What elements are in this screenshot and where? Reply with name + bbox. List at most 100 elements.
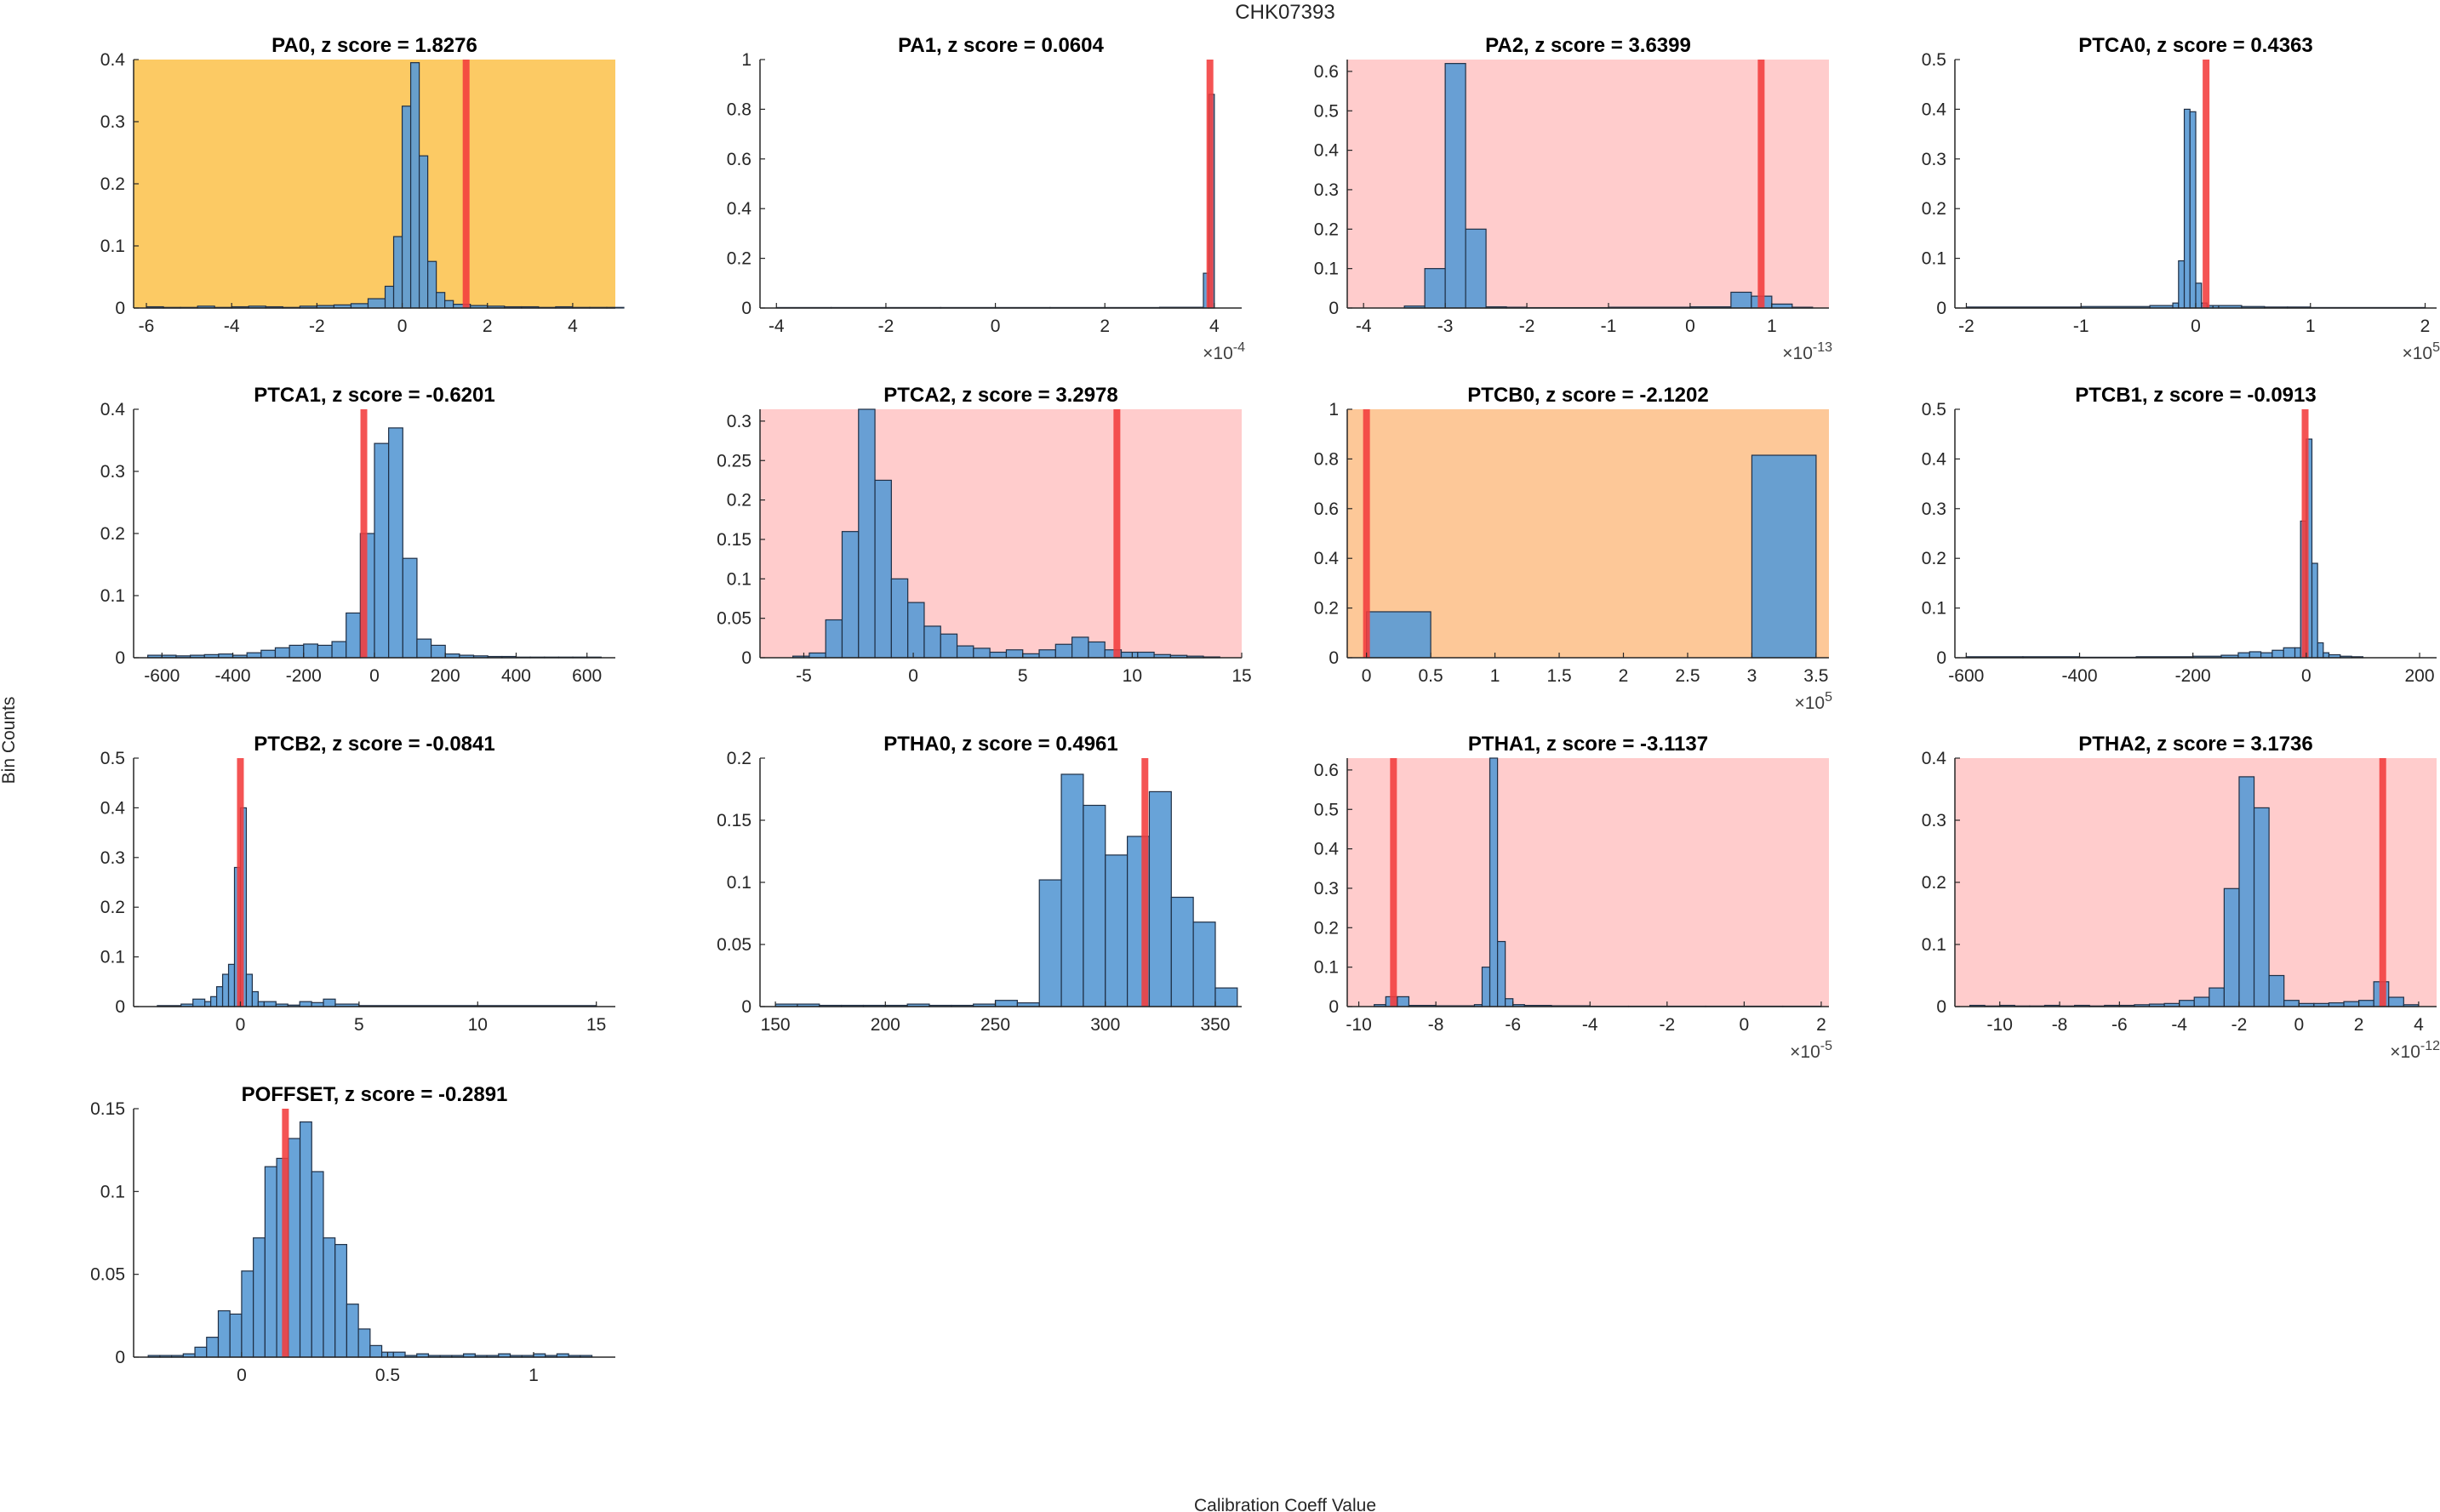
- x-tick-label: 0: [2191, 317, 2201, 336]
- histogram-bar: [206, 1337, 220, 1358]
- x-tick-label: 2: [483, 317, 493, 336]
- y-tick-label: 1: [741, 50, 751, 70]
- y-tick-label: 0.4: [1314, 549, 1340, 568]
- x-tick-label: -2: [1519, 317, 1535, 336]
- histogram-bar: [890, 578, 909, 659]
- histogram-bar: [1088, 641, 1106, 659]
- histogram-bar: [1397, 996, 1410, 1007]
- y-tick-label: 0.15: [90, 1099, 125, 1119]
- x-tick-label: 2: [2354, 1015, 2364, 1035]
- histogram-bar: [416, 638, 432, 659]
- y-tick-label: 0.6: [1314, 62, 1339, 82]
- x-tick-label: 10: [1123, 666, 1142, 686]
- y-tick-label: 0.6: [727, 150, 751, 169]
- axes-background: [134, 60, 615, 308]
- histogram-bar: [367, 298, 386, 309]
- x-tick-label: 0.5: [1419, 666, 1443, 686]
- x-tick-label: -600: [144, 666, 180, 686]
- histogram-bar: [311, 1171, 324, 1358]
- value-marker-line: [282, 1109, 289, 1357]
- histogram-bar: [2317, 642, 2324, 659]
- y-tick-label: 0.1: [1922, 935, 1946, 955]
- histogram-bar: [418, 155, 429, 309]
- histogram-bar: [263, 1001, 277, 1007]
- histogram-bar: [2179, 1000, 2195, 1007]
- histogram-bar: [2249, 651, 2262, 659]
- subplot-ptcb1: -600 -400 -200 0 200 0 0.1 0.2 0.3 0.4 0.5 PTCB1, z…: [1922, 384, 2437, 686]
- histogram-bar: [317, 644, 333, 659]
- value-marker-line: [1363, 409, 1370, 658]
- x-tick-label: 250: [980, 1015, 1010, 1035]
- histogram-bar: [388, 427, 403, 659]
- y-tick-label: 0: [1936, 997, 1946, 1017]
- histogram-bar: [1505, 998, 1514, 1007]
- histogram-bar: [2283, 1000, 2300, 1007]
- histogram-bar: [1214, 987, 1238, 1007]
- histogram-bar: [374, 442, 390, 659]
- histogram-bar: [1366, 611, 1431, 659]
- x-tick-label: 0: [1685, 317, 1695, 336]
- y-tick-label: 0.1: [1922, 249, 1946, 269]
- histogram-bar: [245, 973, 254, 1007]
- histogram-bar: [841, 531, 860, 659]
- y-tick-label: 0: [115, 299, 125, 318]
- histogram-bar: [241, 1270, 254, 1358]
- x-tick-label: -2: [1958, 317, 1974, 336]
- y-tick-label: 0.2: [727, 249, 751, 269]
- x-tick-label: -4: [1582, 1015, 1598, 1035]
- y-tick-label: 0.05: [717, 935, 751, 955]
- histogram-bar: [1481, 967, 1491, 1007]
- x-tick-label: 0: [236, 1015, 246, 1035]
- y-tick-label: 0: [741, 648, 751, 668]
- x-tick-label: -6: [1505, 1015, 1521, 1035]
- x-tick-label: -400: [2061, 666, 2097, 686]
- x-tick-label: -2: [878, 317, 894, 336]
- y-tick-label: 0.2: [1314, 918, 1339, 938]
- y-tick-label: 0.3: [1314, 879, 1339, 899]
- histogram-bar: [2260, 652, 2273, 659]
- y-tick-label: 0.2: [1314, 599, 1339, 619]
- y-tick-label: 0.3: [727, 412, 751, 431]
- subplot-title: PTCA1, z score = -0.6201: [254, 384, 494, 407]
- histogram-bar: [1465, 228, 1487, 309]
- subplot-ptca0: -2 -1 0 1 2 0 0.1 0.2 0.3 0.4 0.5 ×105 PTCA0, z scor…: [1922, 34, 2440, 363]
- histogram-bar: [392, 1351, 406, 1358]
- histogram-bar: [2209, 987, 2225, 1007]
- subplot-pa0: -6 -4 -2 0 2 4 0 0.1 0.2 0.3 0.4 PA0, z score = 1.8…: [100, 34, 625, 336]
- y-tick-label: 0.8: [1314, 449, 1339, 469]
- x-tick-label: -1: [1601, 317, 1617, 336]
- y-tick-label: 0.5: [1314, 101, 1339, 121]
- y-tick-label: 0.2: [1922, 549, 1946, 568]
- histogram-bar: [907, 602, 925, 659]
- histogram-bar: [227, 963, 236, 1007]
- subplot-title: PTHA1, z score = -3.1137: [1468, 733, 1708, 756]
- y-tick-label: 0.1: [1922, 599, 1946, 619]
- x-tick-label: -6: [2111, 1015, 2128, 1035]
- y-tick-label: 0.15: [717, 811, 751, 830]
- value-marker-line: [1390, 758, 1397, 1007]
- y-tick-label: 0.2: [100, 524, 125, 544]
- subplot-title: PTCA2, z score = 3.2978: [883, 384, 1117, 407]
- histogram-bar: [2343, 1001, 2360, 1007]
- y-tick-label: 0: [1936, 648, 1946, 668]
- axes-background: [1347, 758, 1829, 1007]
- x-tick-label: -200: [286, 666, 322, 686]
- axes-background: [1955, 758, 2437, 1007]
- y-tick-label: 0.5: [100, 749, 125, 768]
- histogram-bar: [2195, 282, 2203, 309]
- subplot-grid: -6 -4 -2 0 2 4 0 0.1 0.2 0.3 0.4 PA0, z score = 1.8…: [90, 34, 2440, 1385]
- x-tick-label: -8: [1428, 1015, 1444, 1035]
- histogram-bar: [1083, 804, 1106, 1007]
- histogram-bar: [257, 1001, 265, 1007]
- y-tick-label: 0.05: [717, 609, 751, 629]
- subplot-title: PA2, z score = 3.6399: [1485, 34, 1691, 57]
- histogram-bar: [264, 1166, 277, 1358]
- x-tick-label: -200: [2175, 666, 2211, 686]
- histogram-bar: [392, 236, 403, 309]
- histogram-bar: [346, 612, 361, 659]
- y-tick-label: 0.3: [1922, 499, 1946, 519]
- y-tick-label: 0.1: [1314, 958, 1339, 978]
- x-tick-label: 5: [354, 1015, 364, 1035]
- y-tick-label: 0.4: [100, 400, 126, 419]
- histogram-bar: [1444, 63, 1466, 309]
